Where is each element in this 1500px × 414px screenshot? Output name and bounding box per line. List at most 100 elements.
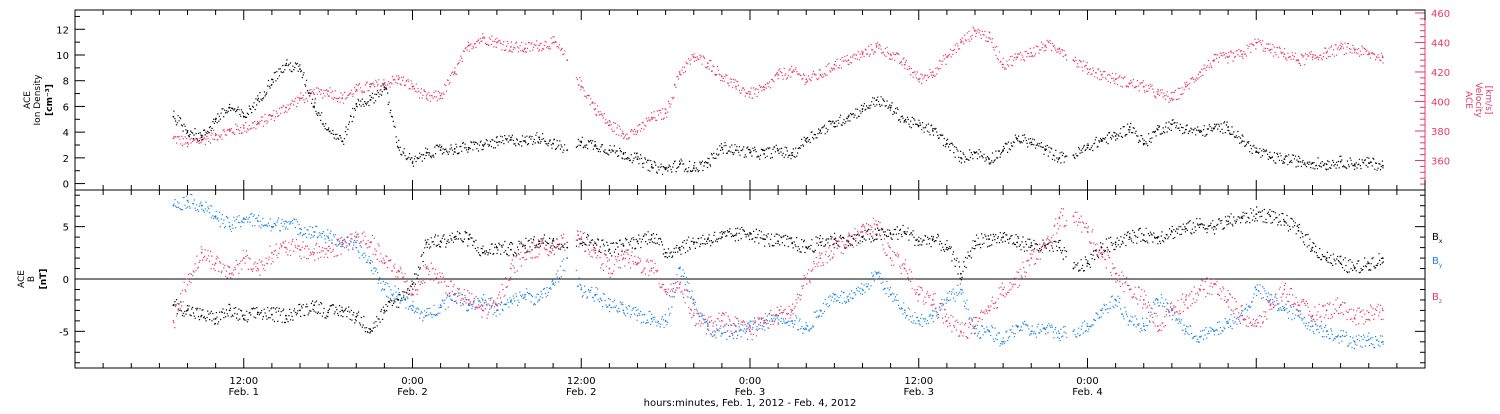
point-bx-5 bbox=[242, 317, 245, 320]
point-by-44 bbox=[791, 320, 794, 322]
top-right-tick-label: 380 bbox=[1431, 127, 1450, 138]
top-left-tick-label: 4 bbox=[63, 128, 69, 139]
point-bx-37 bbox=[692, 241, 695, 244]
point-by-81 bbox=[1311, 325, 1314, 327]
point-density-86 bbox=[1381, 164, 1384, 167]
point-velocity-13 bbox=[355, 88, 358, 91]
x-tick-time-label: 12:00 bbox=[567, 376, 596, 387]
point-density-27 bbox=[552, 142, 554, 145]
top-panel-axes: 0 2 4 6 8 10 12 360 380 400 420 440 460 bbox=[56, 9, 1450, 191]
point-bx-33 bbox=[636, 240, 639, 243]
point-bz-9 bbox=[299, 248, 301, 251]
point-velocity-76 bbox=[1241, 53, 1244, 56]
point-density-2 bbox=[200, 136, 203, 139]
point-bx-39 bbox=[721, 236, 723, 239]
point-by-4 bbox=[228, 225, 231, 228]
point-bx-13 bbox=[355, 315, 358, 318]
point-by-68 bbox=[1128, 320, 1131, 322]
point-by-64 bbox=[1072, 330, 1075, 333]
point-bx-36 bbox=[678, 246, 681, 249]
point-bx-75 bbox=[1227, 220, 1229, 223]
point-velocity-85 bbox=[1367, 53, 1370, 56]
point-bz-30 bbox=[594, 251, 597, 254]
point-by-3 bbox=[214, 215, 217, 218]
point-bz-22 bbox=[481, 309, 484, 312]
point-bx-76 bbox=[1241, 217, 1244, 220]
top-right-axis-label: ACE Velocity [km/s] bbox=[1463, 82, 1493, 118]
point-bx-34 bbox=[650, 234, 653, 236]
point-bz-10 bbox=[313, 251, 315, 254]
bottom-left-label-line-1: ACE bbox=[17, 270, 27, 288]
point-bz-28 bbox=[566, 241, 569, 244]
point-density-53 bbox=[917, 124, 920, 127]
point-bz-46 bbox=[819, 257, 822, 259]
bottom-panel-axes: -5 0 5 bbox=[59, 194, 1425, 364]
point-by-84 bbox=[1353, 340, 1356, 343]
series-velocity bbox=[172, 26, 1384, 148]
point-density-64 bbox=[1072, 154, 1075, 157]
bottom-left-tick-label: 5 bbox=[63, 223, 69, 234]
point-velocity-78 bbox=[1269, 48, 1272, 51]
point-by-77 bbox=[1255, 288, 1258, 291]
point-bz-25 bbox=[524, 251, 526, 254]
point-bx-1 bbox=[186, 309, 189, 312]
point-bz-59 bbox=[1002, 288, 1004, 291]
point-bz-13 bbox=[355, 236, 358, 239]
legend-bz-main: B bbox=[1432, 292, 1439, 303]
point-velocity-52 bbox=[903, 63, 906, 66]
point-velocity-86 bbox=[1381, 56, 1384, 59]
point-bz-26 bbox=[538, 246, 540, 249]
point-density-50 bbox=[875, 99, 878, 101]
point-bz-7 bbox=[271, 251, 273, 254]
point-bx-0 bbox=[172, 304, 175, 307]
point-bx-49 bbox=[861, 236, 864, 239]
point-by-12 bbox=[341, 241, 344, 244]
point-bx-73 bbox=[1199, 223, 1201, 226]
point-bz-37 bbox=[692, 314, 695, 317]
top-right-label-line-2: Velocity bbox=[1473, 82, 1483, 118]
point-bz-54 bbox=[931, 299, 934, 301]
point-velocity-14 bbox=[369, 85, 372, 88]
series-by bbox=[172, 193, 1384, 350]
point-velocity-24 bbox=[510, 46, 512, 48]
point-by-30 bbox=[594, 293, 597, 296]
legend-bz: Bz bbox=[1432, 292, 1442, 305]
point-by-72 bbox=[1185, 330, 1187, 333]
top-panel-data bbox=[172, 26, 1384, 175]
point-bx-31 bbox=[608, 248, 611, 251]
point-by-78 bbox=[1269, 299, 1272, 301]
point-density-80 bbox=[1297, 160, 1300, 163]
point-velocity-59 bbox=[1002, 63, 1004, 66]
point-density-31 bbox=[608, 149, 611, 152]
point-velocity-16 bbox=[397, 78, 400, 81]
point-by-67 bbox=[1114, 299, 1117, 301]
point-bz-49 bbox=[861, 231, 864, 233]
point-density-84 bbox=[1353, 163, 1356, 166]
point-bz-75 bbox=[1227, 299, 1229, 301]
point-bx-32 bbox=[622, 244, 625, 247]
point-density-24 bbox=[510, 139, 512, 141]
point-density-59 bbox=[1002, 149, 1004, 152]
point-by-16 bbox=[397, 293, 400, 296]
point-density-46 bbox=[819, 130, 822, 132]
point-by-51 bbox=[889, 293, 892, 296]
point-velocity-79 bbox=[1283, 53, 1286, 56]
point-by-82 bbox=[1325, 330, 1328, 333]
series-bx bbox=[172, 206, 1384, 334]
point-by-73 bbox=[1199, 335, 1201, 338]
point-by-2 bbox=[200, 204, 203, 207]
point-velocity-0 bbox=[172, 137, 175, 140]
point-by-35 bbox=[664, 320, 667, 322]
point-by-47 bbox=[833, 293, 836, 296]
point-by-9 bbox=[299, 227, 301, 230]
point-velocity-43 bbox=[777, 74, 779, 76]
point-bx-71 bbox=[1171, 231, 1173, 233]
point-velocity-31 bbox=[608, 124, 611, 126]
point-velocity-62 bbox=[1044, 44, 1047, 47]
point-by-56 bbox=[960, 288, 962, 291]
point-by-46 bbox=[819, 309, 822, 312]
point-bz-60 bbox=[1016, 278, 1019, 280]
point-velocity-65 bbox=[1086, 68, 1089, 70]
point-density-13 bbox=[355, 103, 358, 105]
point-by-41 bbox=[749, 325, 751, 327]
